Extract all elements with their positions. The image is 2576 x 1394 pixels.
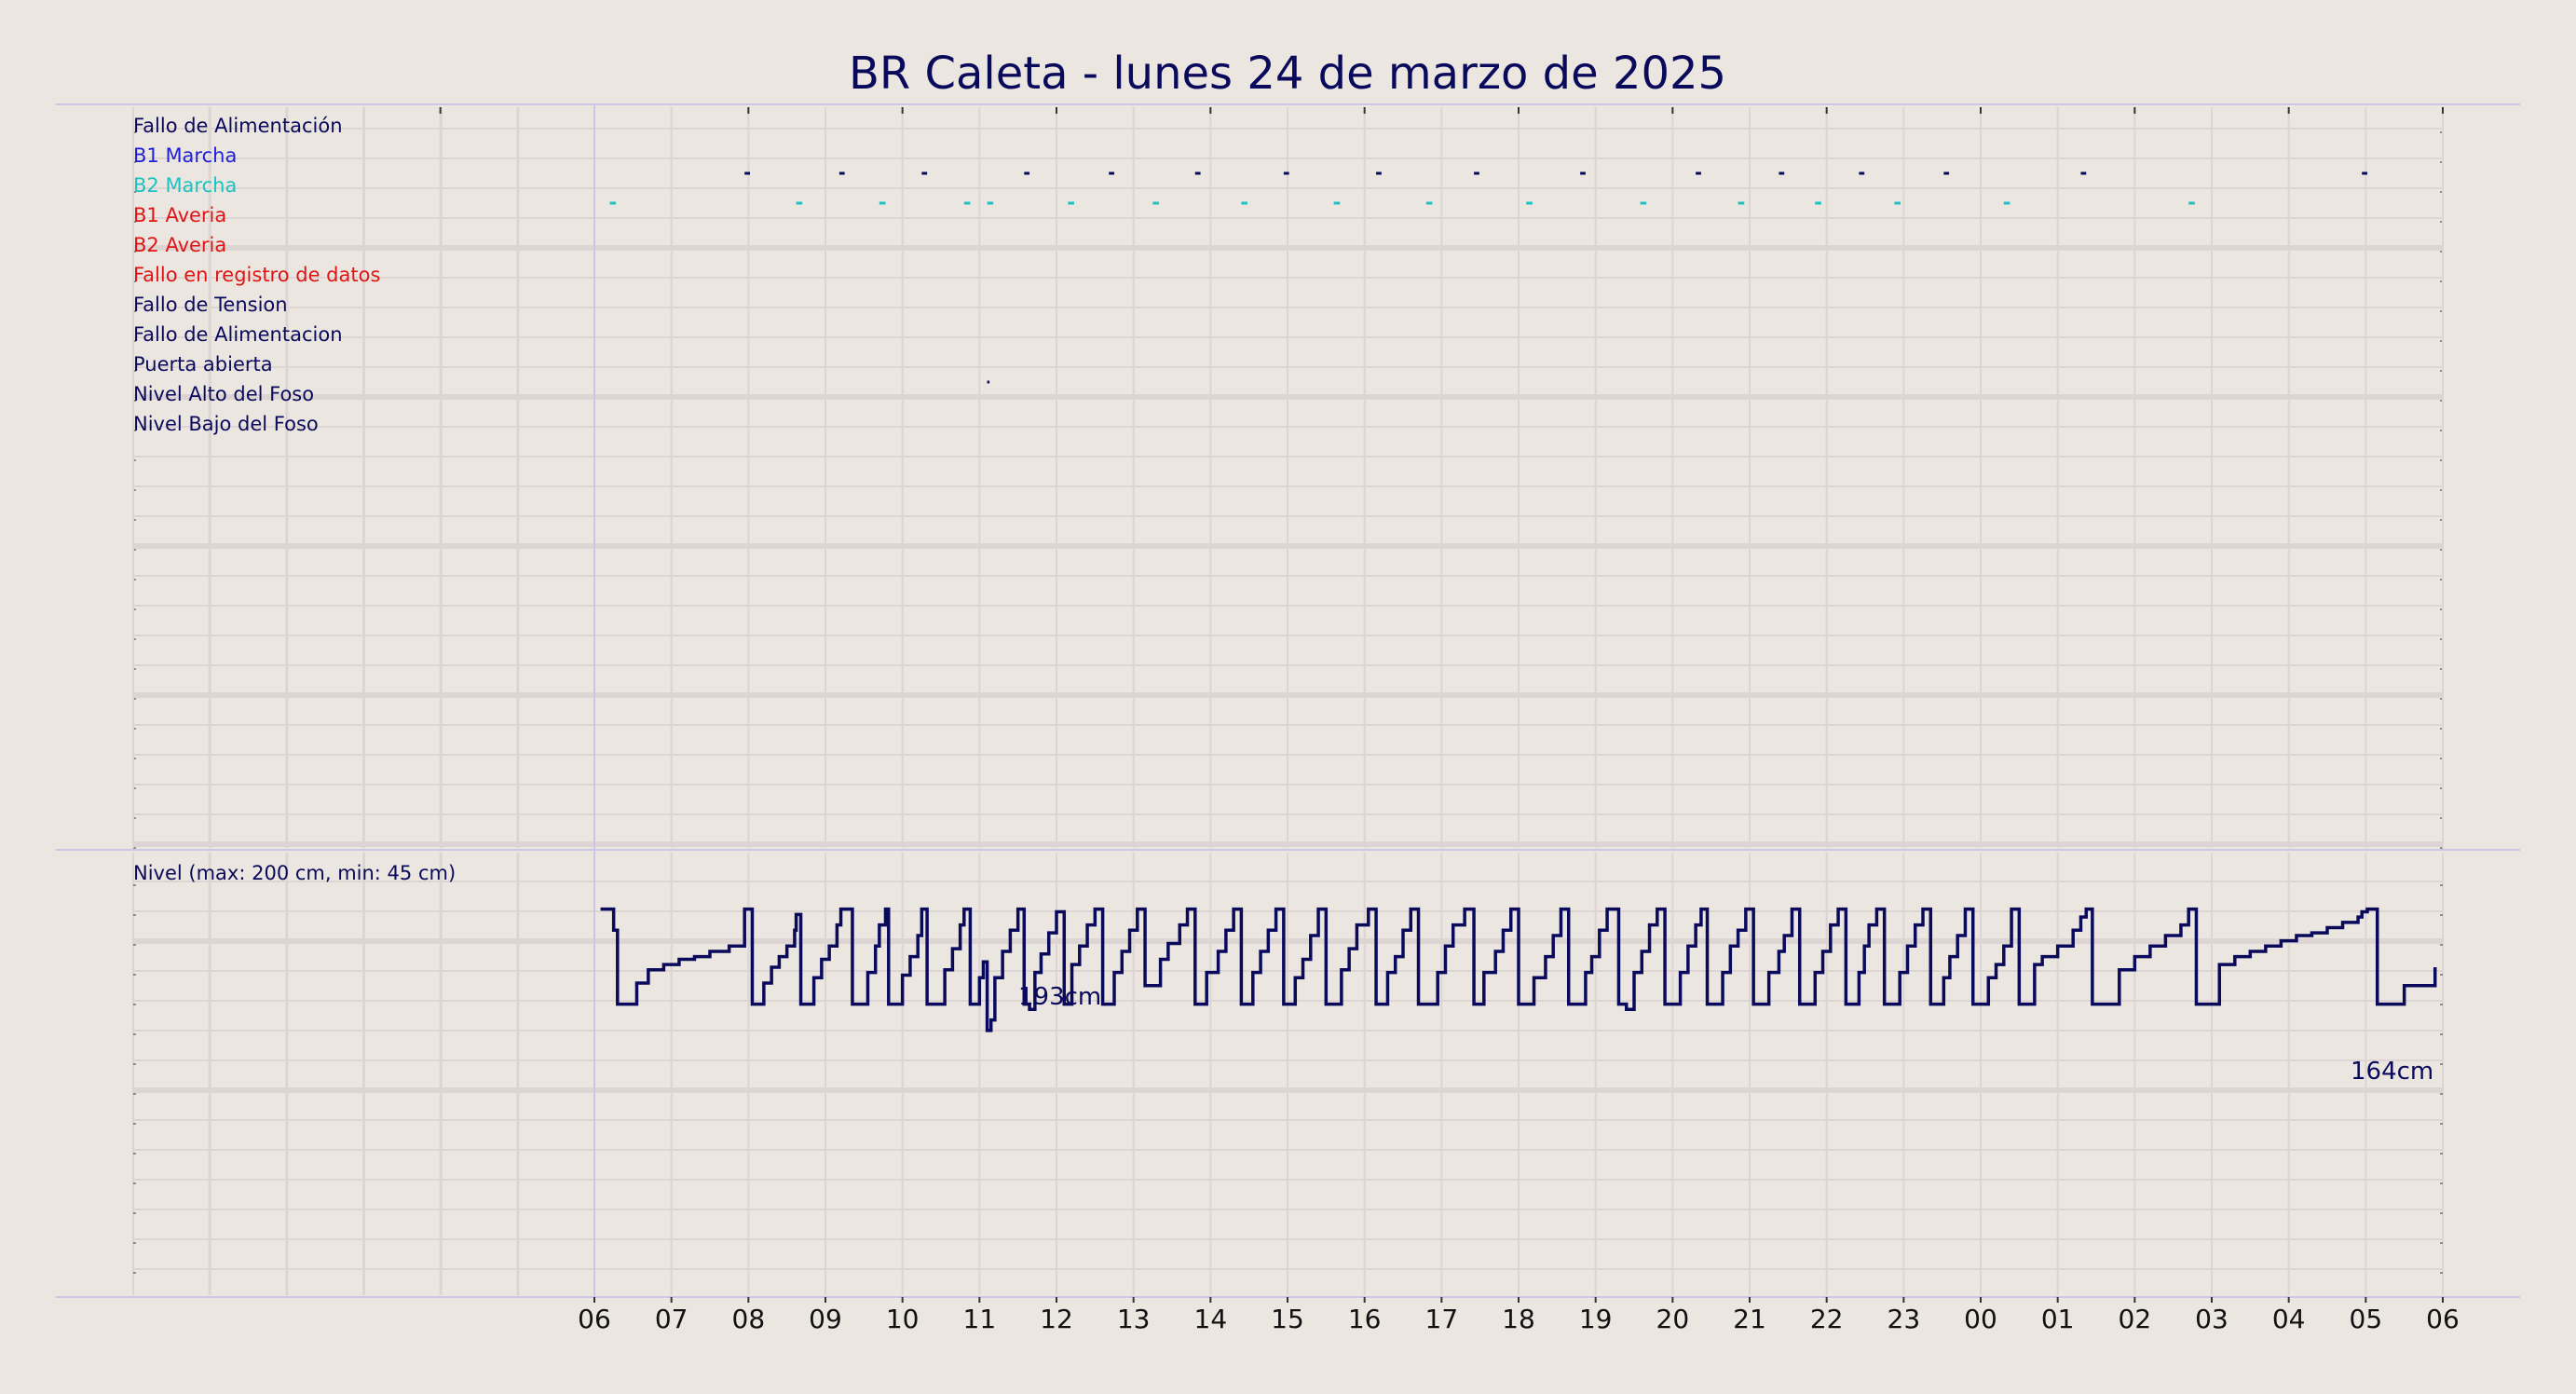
x-tick-label: 12 <box>1040 1304 1073 1334</box>
signal-label: B1 Marcha <box>133 144 237 167</box>
signal-label: Fallo de Alimentacion <box>133 323 343 346</box>
x-tick-label: 19 <box>1579 1304 1613 1334</box>
x-tick-label: 10 <box>886 1304 920 1334</box>
x-tick-label: 17 <box>1425 1304 1459 1334</box>
signal-label: B2 Marcha <box>133 174 237 197</box>
level-max-annotation: 193cm <box>1018 983 1101 1011</box>
signal-label: Fallo en registro de datos <box>133 264 380 286</box>
signal-label: Fallo de Alimentación <box>133 115 343 137</box>
x-tick-label: 14 <box>1194 1304 1228 1334</box>
x-tick-label: 00 <box>1964 1304 1997 1334</box>
signal-label: Puerta abierta <box>133 353 273 376</box>
signal-label: Nivel Alto del Foso <box>133 383 314 405</box>
x-tick-label: 03 <box>2195 1304 2228 1334</box>
level-last-annotation: 164cm <box>2351 1058 2433 1086</box>
x-tick-label: 16 <box>1348 1304 1382 1334</box>
x-tick-label: 18 <box>1502 1304 1535 1334</box>
x-tick-label: 23 <box>1888 1304 1921 1334</box>
level-line <box>600 907 2437 1032</box>
signal-labels: Fallo de Alimentación B1 Marcha B2 Marcha B… <box>133 115 380 435</box>
signal-label: Fallo de Tension <box>133 294 288 316</box>
x-tick-label: 22 <box>1810 1304 1844 1334</box>
x-tick-label: 13 <box>1117 1304 1151 1334</box>
x-tick-label: 15 <box>1271 1304 1304 1334</box>
x-tick-label: 11 <box>963 1304 997 1334</box>
x-tick-label: 20 <box>1656 1304 1690 1334</box>
x-tick-label: 07 <box>655 1304 688 1334</box>
level-panel-grid <box>132 853 2444 1295</box>
x-axis-ticks: 06 07 08 09 10 11 12 13 14 15 16 17 18 19 20 21 22 23 00 01… <box>578 1297 2460 1334</box>
x-tick-label: 06 <box>578 1304 611 1334</box>
signal-label: Nivel Bajo del Foso <box>133 413 319 435</box>
x-tick-label: 01 <box>2041 1304 2075 1334</box>
signal-label: B2 Averia <box>133 234 226 256</box>
signal-label: B1 Averia <box>133 204 226 226</box>
level-series <box>600 907 2437 1032</box>
chart-title: BR Caleta - lunes 24 de marzo de 2025 <box>849 48 1726 100</box>
x-tick-label: 06 <box>2426 1304 2460 1334</box>
x-tick-label: 21 <box>1733 1304 1766 1334</box>
x-tick-label: 05 <box>2350 1304 2383 1334</box>
x-tick-label: 02 <box>2119 1304 2152 1334</box>
x-tick-label: 04 <box>2272 1304 2306 1334</box>
signal-events <box>609 171 2367 384</box>
x-tick-label: 09 <box>809 1304 842 1334</box>
level-panel-label: Nivel (max: 200 cm, min: 45 cm) <box>133 862 456 884</box>
x-tick-label: 08 <box>732 1304 766 1334</box>
